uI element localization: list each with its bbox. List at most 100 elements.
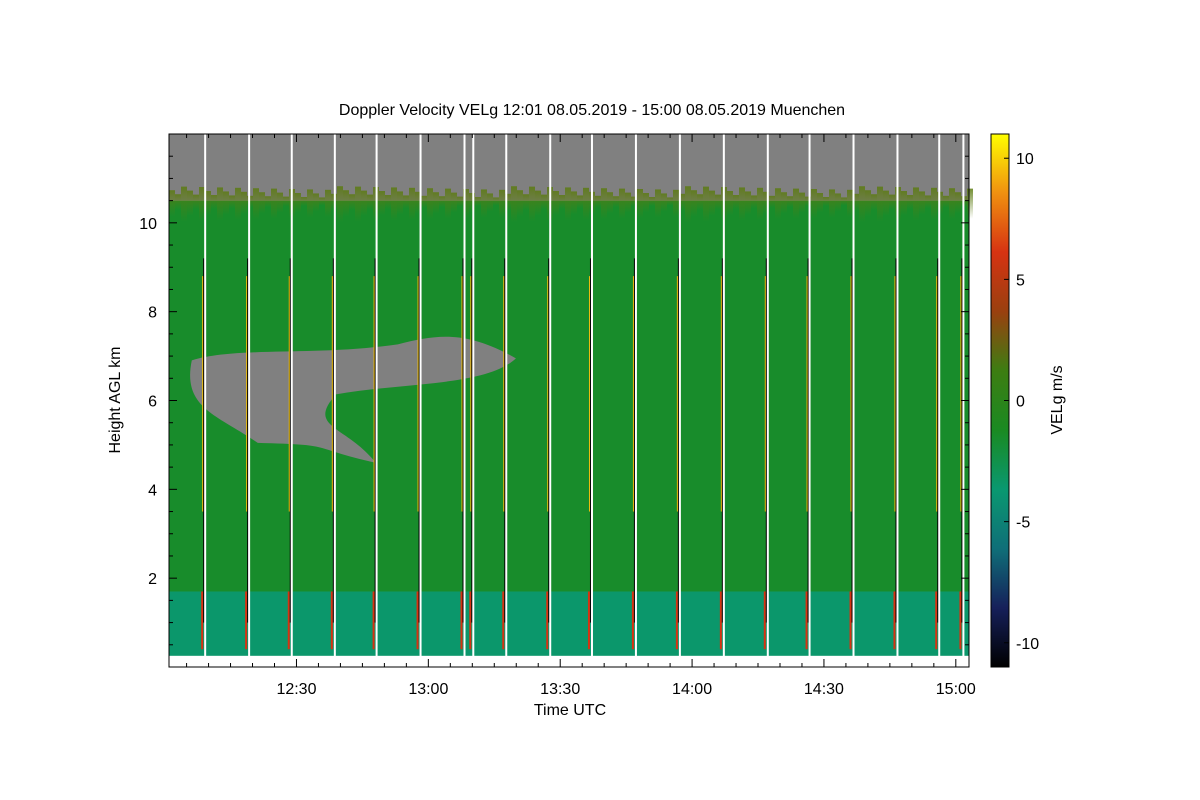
echo-top-streak — [193, 194, 199, 210]
echo-top-streak — [889, 194, 895, 210]
echo-top-streak — [943, 195, 949, 208]
echo-top-streak — [817, 193, 823, 213]
echo-top-streak — [301, 197, 307, 207]
echo-top-streak — [955, 192, 961, 214]
scan-gap-11 — [587, 134, 593, 667]
scan-gap-line — [938, 134, 941, 667]
scan-gap-line — [204, 134, 207, 667]
colorbar-tick-label: -10 — [1016, 636, 1039, 653]
echo-top-streak — [421, 195, 427, 208]
scan-gap-line — [634, 134, 637, 667]
x-tick-label: 14:00 — [672, 681, 712, 698]
colorbar-tick-label: 0 — [1016, 394, 1025, 411]
echo-top-streak — [463, 189, 469, 219]
echo-top-streak — [487, 193, 493, 212]
echo-top-streak — [499, 189, 505, 217]
scan-gap-edge — [935, 591, 938, 650]
echo-top-streak — [367, 194, 373, 210]
scan-gap-line — [375, 134, 378, 667]
echo-top-streak — [169, 190, 175, 217]
echo-top-streak — [757, 187, 763, 220]
scan-gap-15 — [763, 134, 769, 667]
scan-gap-edge — [201, 591, 204, 650]
echo-top-streak — [625, 192, 631, 213]
scan-gap-6 — [416, 134, 422, 667]
echo-top-streak — [457, 196, 463, 207]
echo-top-streak — [787, 196, 793, 208]
echo-top-streak — [415, 191, 421, 214]
echo-top-streak — [751, 195, 757, 209]
scan-gap-edge — [849, 591, 852, 650]
echo-top-streak — [361, 190, 367, 216]
echo-top-streak — [637, 189, 643, 219]
echo-top-streak — [967, 188, 973, 219]
echo-top-streak — [949, 188, 955, 220]
scan-gap-edge — [330, 591, 333, 650]
echo-top-streak — [685, 186, 691, 223]
scan-gap-line — [766, 134, 769, 667]
scan-gap-edge — [805, 591, 808, 650]
echo-top-streak — [607, 192, 613, 214]
scan-gap-line — [333, 134, 336, 667]
echo-top-streak — [241, 191, 247, 214]
echo-top-streak — [733, 195, 739, 210]
echo-top-streak — [403, 195, 409, 209]
scan-gap-13 — [675, 134, 681, 667]
scan-gap-line — [505, 134, 508, 667]
echo-top-streak — [697, 194, 703, 211]
echo-top-streak — [643, 193, 649, 213]
echo-top-streak — [829, 189, 835, 218]
echo-top-streak — [349, 194, 355, 211]
echo-top-streak — [667, 197, 673, 206]
chart-title: Doppler Velocity VELg 12:01 08.05.2019 -… — [339, 102, 845, 119]
echo-top-streak — [691, 190, 697, 217]
echo-top-streak — [211, 195, 217, 210]
echo-top-streak — [253, 188, 259, 220]
echo-top-streak — [799, 192, 805, 213]
echo-top-streak — [265, 196, 271, 208]
scan-gap-edge — [675, 591, 678, 650]
echo-top-streak — [769, 195, 775, 208]
echo-top-streak — [355, 186, 361, 222]
echo-top-streak — [775, 188, 781, 220]
echo-top-streak — [505, 193, 511, 211]
scan-gap-8 — [469, 134, 475, 667]
scan-gap-14 — [719, 134, 725, 667]
echo-top-streak — [541, 194, 547, 210]
echo-top-streak — [871, 194, 877, 211]
echo-top-streak — [781, 192, 787, 214]
scan-gap-line — [896, 134, 899, 667]
echo-top-streak — [397, 191, 403, 215]
echo-top-streak — [595, 195, 601, 208]
echo-top-streak — [199, 187, 205, 222]
echo-top-streak — [229, 195, 235, 209]
scan-gap-edge — [631, 591, 634, 650]
colorbar-label: VELg m/s — [1049, 365, 1066, 434]
x-tick-label: 13:00 — [408, 681, 448, 698]
echo-top-streak — [745, 191, 751, 215]
echo-top-streak — [343, 190, 349, 217]
echo-top-streak — [571, 191, 577, 215]
echo-top-streak — [577, 195, 583, 209]
echo-top-streak — [277, 192, 283, 213]
echo-top-streak — [913, 187, 919, 221]
scan-gap-edge — [719, 591, 722, 650]
x-tick-label: 13:30 — [540, 681, 580, 698]
x-tick-label: 12:30 — [276, 681, 316, 698]
echo-top-streak — [805, 196, 811, 207]
scan-gap-edge — [469, 591, 472, 650]
echo-top-streak — [715, 194, 721, 210]
scan-gap-9 — [502, 134, 508, 667]
colorbar-tick-label: 10 — [1016, 151, 1034, 168]
echo-top-streak — [469, 193, 475, 213]
echo-top-streak — [337, 186, 343, 223]
echo-top-streak — [703, 186, 709, 222]
x-axis-label: Time UTC — [534, 702, 606, 719]
scan-gap-edge — [587, 591, 590, 650]
echo-top-streak — [877, 186, 883, 222]
echo-top-streak — [907, 195, 913, 210]
echo-top-streak — [661, 193, 667, 212]
echo-top-fringe — [169, 186, 973, 223]
echo-top-streak — [295, 193, 301, 213]
echo-top-streak — [175, 194, 181, 211]
